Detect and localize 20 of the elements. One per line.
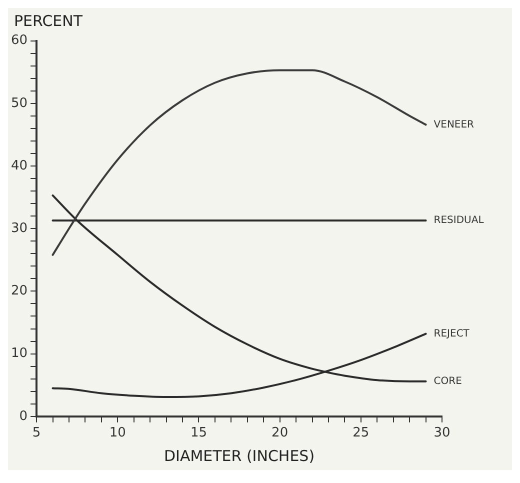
y-tick-label: 40: [10, 158, 28, 174]
x-tick-label: 15: [190, 426, 207, 441]
series-label: CORE: [434, 376, 462, 387]
x-tick-label: 25: [352, 426, 370, 441]
y-tick-label: 0: [19, 408, 28, 424]
y-tick-label: 50: [10, 96, 28, 111]
y-tick-label: 30: [10, 220, 28, 236]
y-axis-title: PERCENT: [13, 11, 84, 30]
y-tick-label: 60: [10, 33, 28, 48]
x-tick-label: 10: [109, 426, 126, 441]
y-tick-label: 20: [10, 284, 28, 299]
x-axis-title: DIAMETER (INCHES): [164, 446, 315, 465]
series-label: RESIDUAL: [434, 215, 484, 226]
x-tick-label: 30: [434, 426, 450, 441]
series-label: VENEER: [434, 119, 474, 130]
y-tick-label: 10: [10, 346, 28, 362]
x-tick-label: 20: [272, 426, 288, 441]
series-label: REJECT: [434, 328, 470, 340]
line-series: [52, 69, 427, 256]
x-tick-label: 5: [32, 426, 41, 441]
